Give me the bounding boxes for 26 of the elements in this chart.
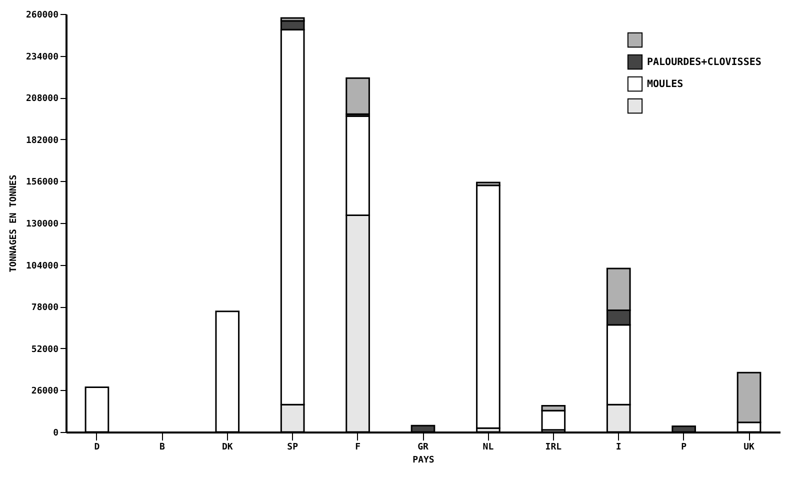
x-tick-label: P: [681, 442, 688, 452]
y-tick-label: 182000: [26, 136, 58, 146]
y-tick-label: 78000: [31, 303, 58, 314]
y-tick-label: 130000: [26, 220, 58, 230]
x-axis-title: PAYS: [412, 456, 434, 466]
y-tick-label: 0: [53, 428, 58, 438]
legend-label: MOULES: [647, 79, 684, 90]
x-tick-label: F: [355, 442, 361, 452]
x-tick-label: GR: [418, 442, 429, 452]
x-tick-label: UK: [744, 442, 756, 452]
x-tick-label: IRL: [545, 442, 562, 452]
x-tick-label: DK: [222, 442, 234, 452]
x-tick-label: SP: [287, 442, 299, 452]
x-tick-label: NL: [482, 442, 494, 452]
legend-label: PALOURDES+CLOVISSES: [647, 57, 762, 68]
y-tick-label: 234000: [26, 52, 58, 62]
y-tick-label: 156000: [26, 178, 58, 188]
y-tick-label: 208000: [26, 94, 58, 104]
y-tick-label: 260000: [26, 10, 58, 20]
y-tick-label: 26000: [31, 386, 58, 397]
y-tick-label: 52000: [31, 344, 58, 355]
y-axis-title: TONNAGES EN TONNES: [8, 174, 19, 272]
x-tick-label: I: [616, 442, 622, 452]
x-tick-label: B: [159, 442, 166, 452]
x-tick-label: D: [94, 442, 100, 452]
y-tick-label: 104000: [26, 261, 58, 272]
